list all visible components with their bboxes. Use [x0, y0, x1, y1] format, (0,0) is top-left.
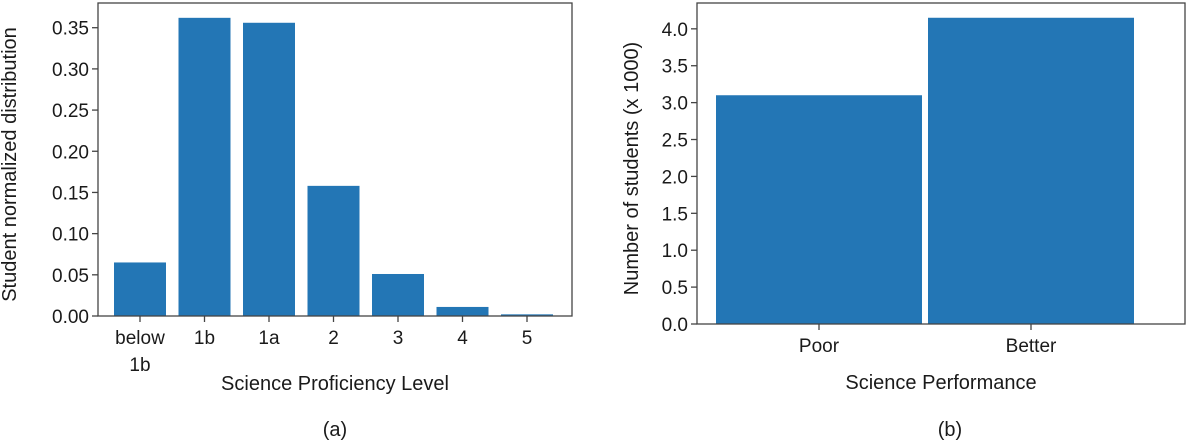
x-tick-label: Better	[1006, 336, 1057, 357]
chart-panel-a: 0.00 0.05 0.10 0.15 0.20 0.25 0.30 0.35 below 1b 1…	[0, 2, 573, 441]
y-tick-label: 0.5	[662, 278, 688, 299]
x-tick-label: below	[115, 328, 165, 349]
x-axis-label: Science Proficiency Level	[221, 373, 449, 395]
bar-1a	[243, 22, 295, 316]
y-tick-label: 0.0	[662, 315, 688, 336]
y-tick-label: 2.5	[662, 131, 688, 152]
y-tick-label: 1.5	[662, 204, 688, 225]
bar-1b	[178, 17, 231, 316]
x-tick-label: 1b	[129, 355, 150, 376]
x-tick-label: 5	[522, 328, 533, 349]
y-tick-label: 3.0	[662, 94, 688, 115]
bar-4	[436, 306, 489, 316]
x-tick-label: 1a	[258, 328, 280, 349]
y-tick-label: 3.5	[662, 57, 688, 78]
y-axis-label: Student normalized distribution	[0, 27, 21, 302]
plot-frame	[97, 2, 573, 317]
y-tick-label: 0.00	[52, 307, 89, 328]
chart-panel-b: 0.0 0.5 1.0 1.5 2.0 2.5 3.0 3.5 4.0 Poor Better Sci…	[621, 2, 1186, 441]
y-tick-label: 4.0	[662, 20, 688, 41]
y-tick-label: 0.30	[52, 60, 89, 81]
panel-label: (b)	[938, 419, 962, 441]
y-tick-label: 0.05	[52, 266, 89, 287]
y-tick-label: 1.0	[662, 241, 688, 262]
bar-3	[372, 273, 424, 316]
plot-frame	[696, 2, 1186, 325]
x-tick-label: 4	[457, 328, 468, 349]
y-axis-label: Number of students (x 1000)	[621, 42, 643, 295]
x-tick-label: 3	[393, 328, 404, 349]
y-tick-label: 2.0	[662, 167, 688, 188]
y-tick-label: 0.20	[52, 142, 89, 163]
bar-below-1b	[114, 262, 166, 316]
y-tick-label: 0.35	[52, 19, 89, 40]
bar-better	[928, 17, 1134, 325]
bar-5	[501, 314, 553, 316]
x-tick-label: 1b	[194, 328, 215, 349]
panel-label: (a)	[323, 419, 347, 441]
y-tick-label: 0.15	[52, 183, 89, 204]
x-tick-label: Poor	[799, 336, 840, 357]
x-tick-label: 2	[328, 328, 339, 349]
bar-poor	[716, 95, 922, 324]
bar-2	[307, 185, 360, 316]
y-tick-label: 0.25	[52, 101, 89, 122]
x-axis-label: Science Performance	[845, 372, 1036, 394]
y-tick-label: 0.10	[52, 225, 89, 246]
